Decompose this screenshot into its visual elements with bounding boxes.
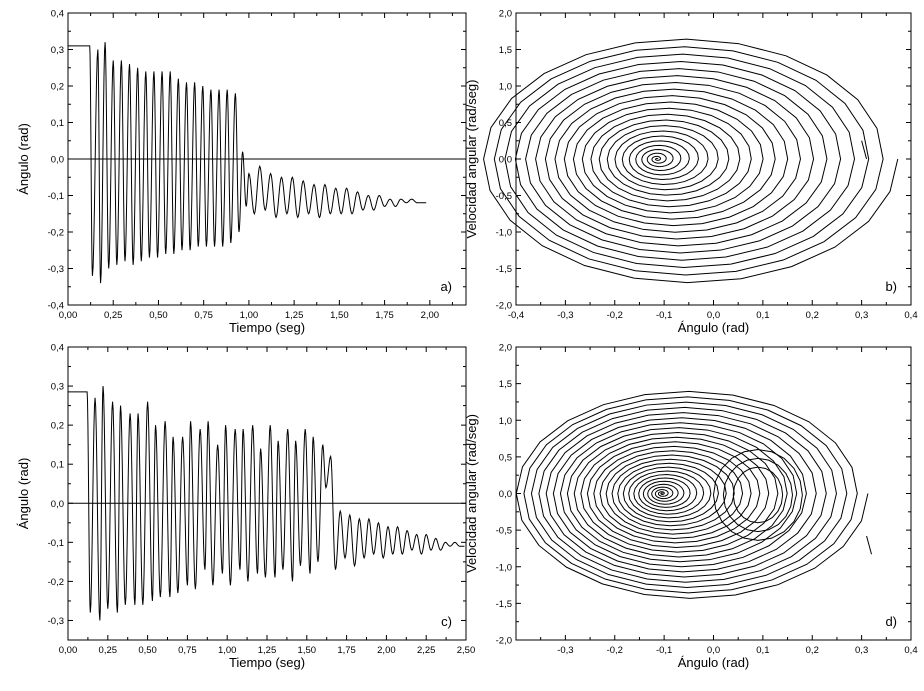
x-tick-label: 1,50 — [298, 645, 317, 656]
panel-d: -0,3 -0,2 -0,1 0,0 0,1 0,2 0,3 0,4 -2,0 -1,5 -1,0 -… — [464, 343, 918, 671]
y-tick-label: 1,0 — [499, 416, 512, 427]
y-tick-label: 0,4 — [51, 343, 64, 354]
x-tick-label: 0,4 — [904, 310, 917, 321]
x-tick-label: 0,2 — [806, 645, 819, 656]
x-tick-label: 0,00 — [59, 310, 78, 321]
x-tick-label: 1,75 — [337, 645, 356, 656]
panel-letter: c) — [441, 614, 452, 629]
y-tick-label: 1,5 — [499, 379, 512, 390]
x-tick-label: 0,2 — [806, 310, 819, 321]
y-axis-label: Ángulo (rad) — [16, 123, 31, 195]
phase-trajectory — [515, 390, 869, 599]
x-tick-label: 1,75 — [375, 310, 394, 321]
x-tick-label: 0,0 — [707, 310, 720, 321]
panel-letter: b) — [885, 279, 897, 294]
y-tick-label: -1,0 — [496, 562, 512, 573]
x-tick-label: 0,25 — [104, 310, 123, 321]
y-tick-label: 2,0 — [499, 343, 512, 354]
x-tick-label: 2,25 — [417, 645, 436, 656]
y-tick-label: 0,3 — [51, 382, 64, 393]
x-tick-label: 0,75 — [194, 310, 213, 321]
x-tick-label: 0,75 — [178, 645, 197, 656]
phase-trajectory — [483, 38, 899, 284]
y-tick-label: -1,5 — [496, 599, 512, 610]
y-axis-label: Velocidad angular (rad/seg) — [464, 80, 479, 239]
x-tick-label: -0,2 — [607, 310, 623, 321]
y-tick-label: 0,1 — [51, 118, 64, 129]
y-tick-label: 1,5 — [499, 45, 512, 56]
panel-a: 0,00 0,25 0,50 0,75 1,00 1,25 1,50 1,75 2,00 -0,4… — [16, 9, 467, 335]
x-tick-label: 0,4 — [904, 645, 917, 656]
trajectory-start — [866, 535, 872, 555]
panel-letter: d) — [885, 614, 897, 629]
x-axis-label: Ángulo (rad) — [678, 655, 750, 670]
x-tick-label: -0,3 — [557, 310, 573, 321]
x-tick-label: 0,1 — [756, 645, 769, 656]
secondary-loop — [712, 449, 803, 541]
y-tick-label: -0,1 — [48, 538, 64, 549]
panel-c: 0,00 0,25 0,50 0,75 1,00 1,25 1,50 1,75 2,00 2,25… — [16, 343, 475, 671]
y-tick-label: 0,1 — [51, 460, 64, 471]
x-tick-label: 0,3 — [855, 310, 868, 321]
y-tick-label: 0,2 — [51, 421, 64, 432]
y-tick-label: 0,0 — [51, 155, 64, 166]
x-tick-label: 2,50 — [457, 645, 476, 656]
y-tick-label: -0,5 — [496, 191, 512, 202]
x-axis-label: Tiempo (seg) — [229, 320, 305, 335]
x-tick-label: 0,0 — [707, 645, 720, 656]
x-tick-label: 0,1 — [756, 310, 769, 321]
y-tick-label: -2,0 — [496, 636, 512, 647]
x-tick-label: 0,25 — [99, 645, 118, 656]
x-axis-label: Ángulo (rad) — [678, 320, 750, 335]
y-tick-label: -2,0 — [496, 301, 512, 312]
trajectory-start — [861, 140, 868, 160]
x-tick-label: -0,1 — [656, 645, 672, 656]
x-tick-label: 0,50 — [138, 645, 157, 656]
y-tick-label: 0,0 — [499, 489, 512, 500]
y-tick-label: 0,3 — [51, 45, 64, 56]
x-tick-label: 1,00 — [218, 645, 237, 656]
y-tick-label: -0,3 — [48, 264, 64, 275]
y-tick-label: -0,1 — [48, 191, 64, 202]
x-axis-label: Tiempo (seg) — [229, 655, 305, 670]
panel-b: -0,4 -0,3 -0,2 -0,1 0,0 0,1 0,2 0,3 0,4 -2,0 -1,5 -… — [464, 9, 918, 336]
x-tick-label: 0,3 — [855, 645, 868, 656]
y-tick-label: -0,3 — [48, 616, 64, 627]
x-tick-label: -0,4 — [508, 310, 524, 321]
signal-line — [67, 386, 465, 621]
y-tick-label: 0,4 — [51, 9, 64, 20]
y-tick-label: -0,2 — [48, 228, 64, 239]
y-tick-label: 0,5 — [499, 452, 512, 463]
x-tick-label: 2,00 — [377, 645, 396, 656]
signal-line — [68, 42, 427, 284]
y-tick-label: 2,0 — [499, 9, 512, 20]
y-tick-label: -0,2 — [48, 577, 64, 588]
x-tick-label: -0,3 — [557, 645, 573, 656]
x-tick-label: -0,2 — [607, 645, 623, 656]
y-tick-label: -0,5 — [496, 526, 512, 537]
y-tick-label: 1,0 — [499, 82, 512, 93]
y-tick-label: -1,5 — [496, 264, 512, 275]
y-tick-label: 0,2 — [51, 82, 64, 93]
y-axis-label: Ángulo (rad) — [16, 458, 31, 530]
x-tick-label: 0,50 — [149, 310, 168, 321]
x-tick-label: 1,25 — [285, 310, 304, 321]
x-tick-label: 1,50 — [330, 310, 349, 321]
y-tick-label: -1,0 — [496, 228, 512, 239]
x-tick-label: 1,00 — [240, 310, 259, 321]
x-tick-label: 1,25 — [258, 645, 277, 656]
y-tick-label: 0,0 — [51, 499, 64, 510]
y-axis-label: Velocidad angular (rad/seg) — [464, 414, 479, 573]
panel-letter: a) — [440, 279, 452, 294]
x-tick-label: 2,00 — [421, 310, 440, 321]
x-tick-label: 0,00 — [59, 645, 78, 656]
x-tick-label: -0,1 — [656, 310, 672, 321]
y-tick-label: -0,4 — [48, 301, 64, 312]
